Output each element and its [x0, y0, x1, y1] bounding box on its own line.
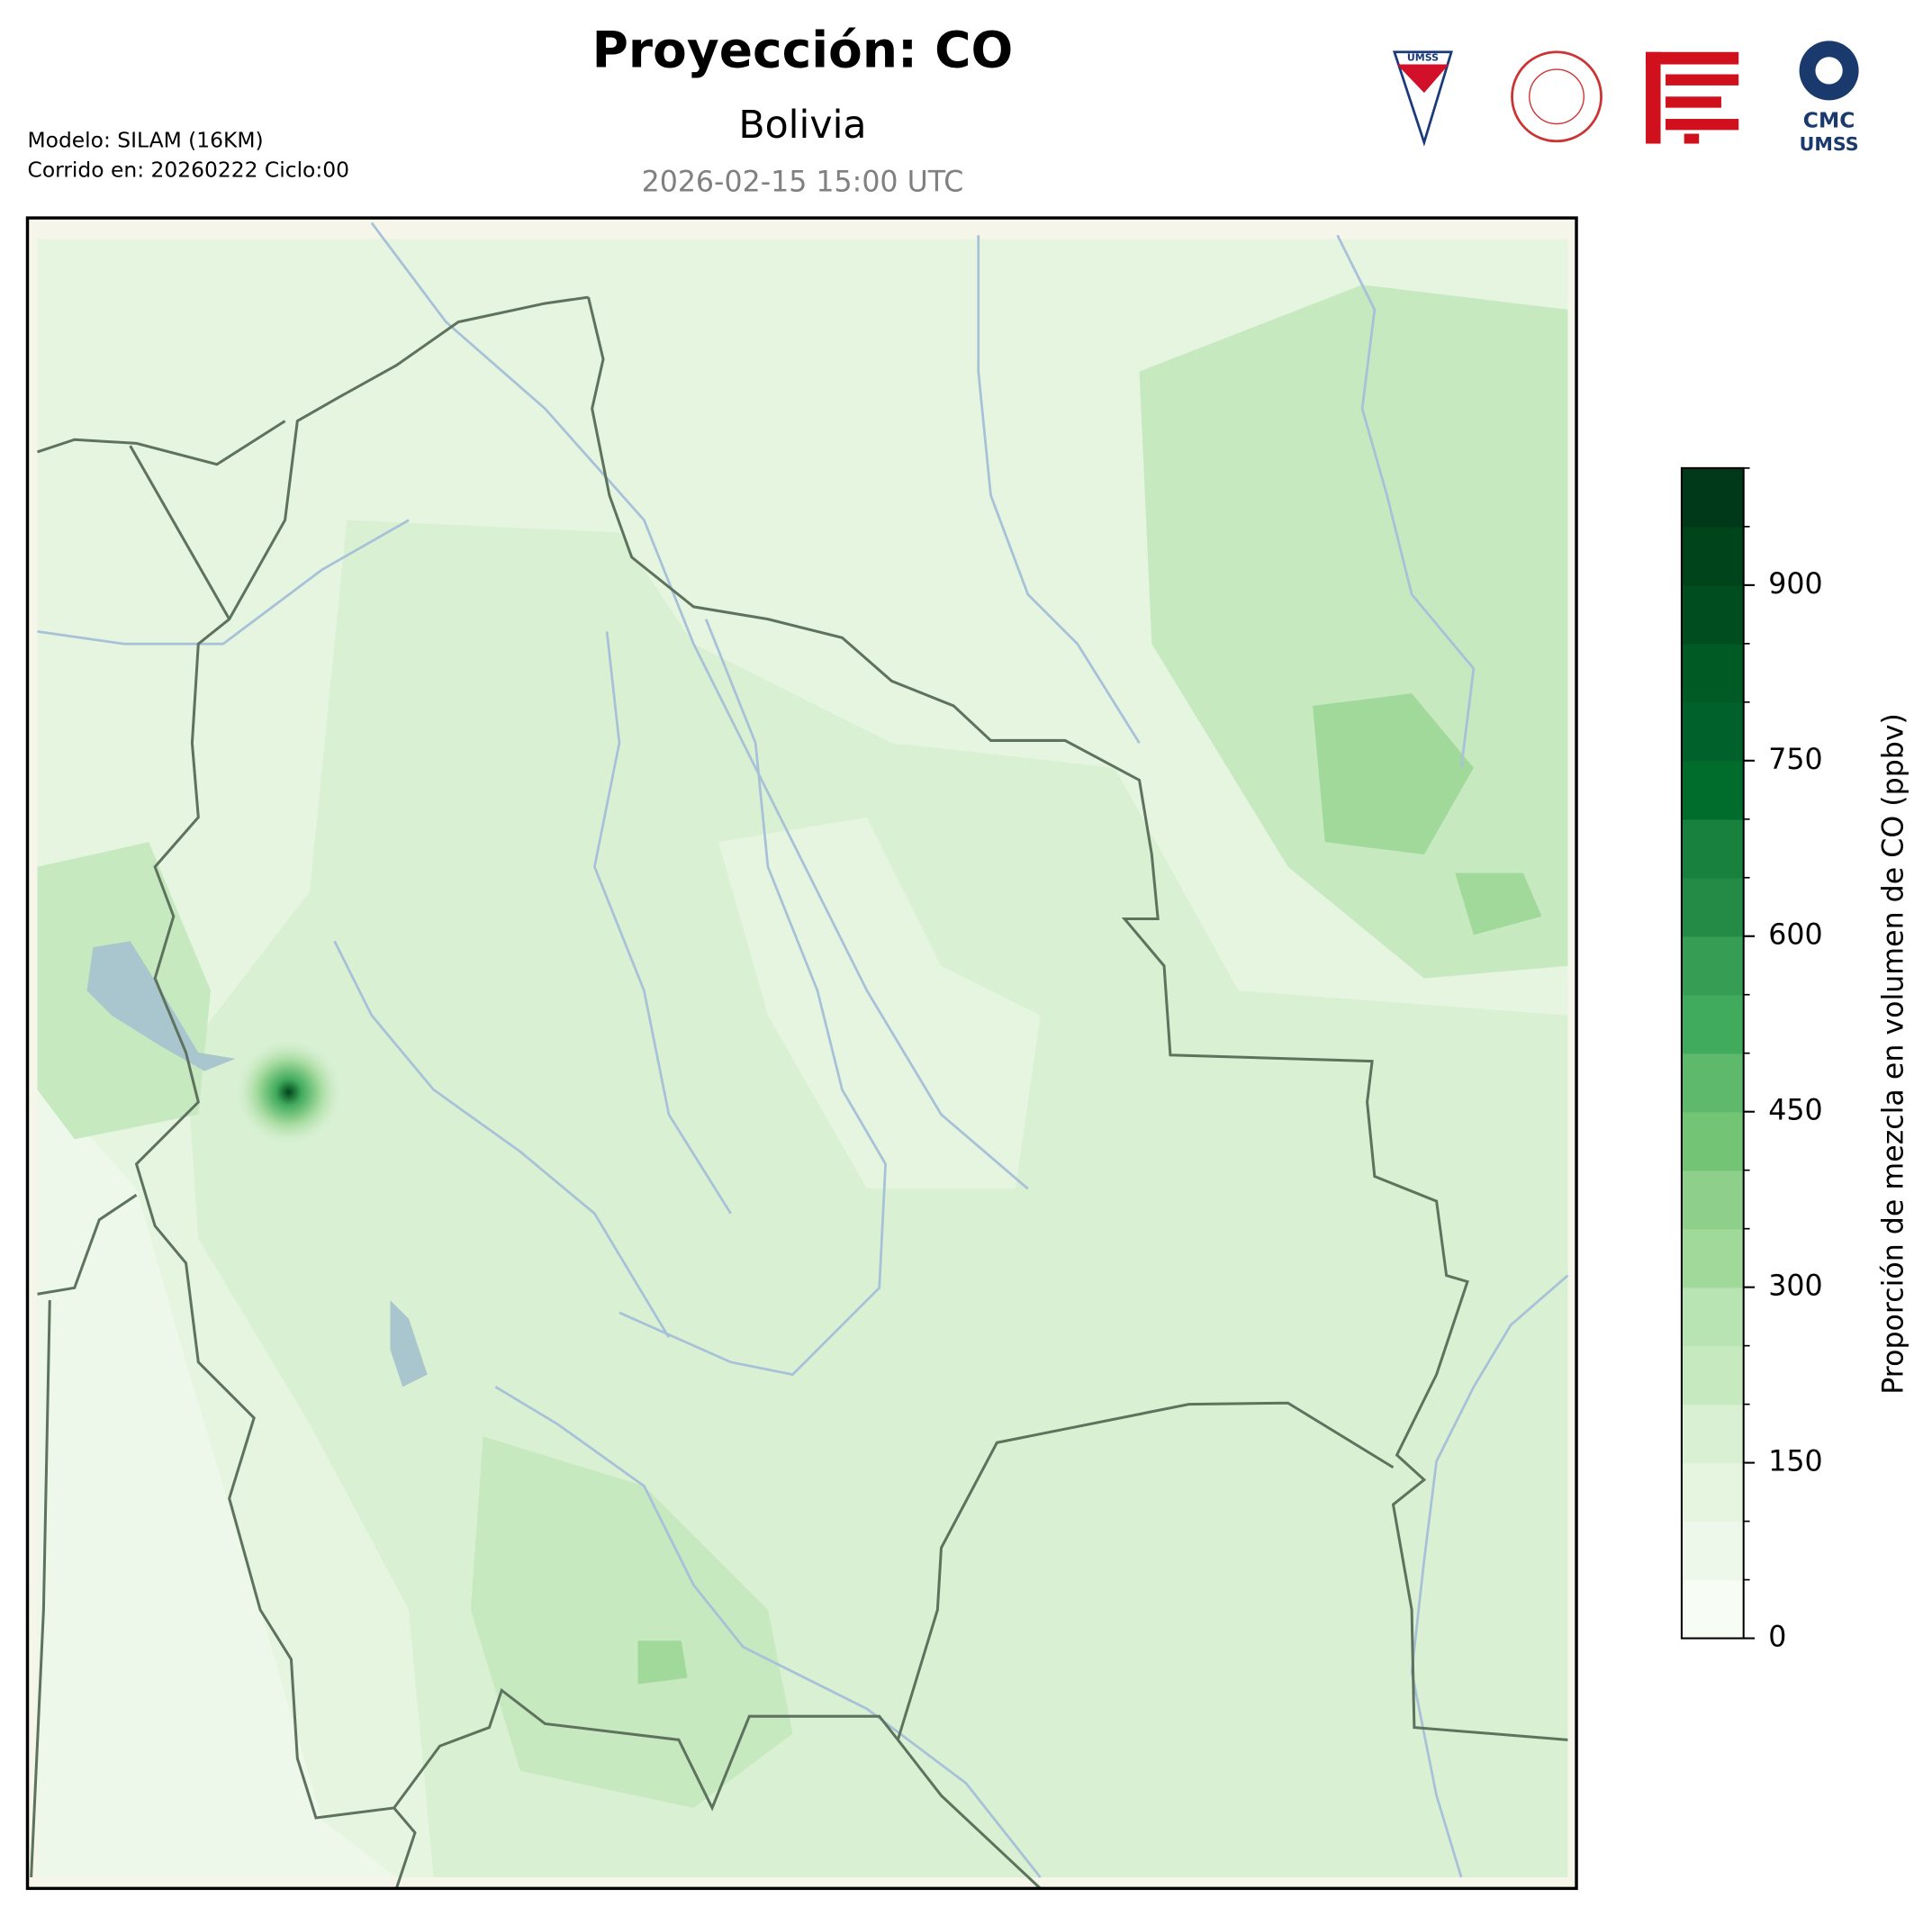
- cmc-logo-inner: [1815, 57, 1843, 85]
- fcyt-logo: [1646, 51, 1739, 144]
- colorbar-tick-label: 300: [1768, 1270, 1822, 1303]
- colorbar-band: [1681, 818, 1744, 879]
- cmc-logo-text: UMSS: [1800, 133, 1859, 155]
- valid-time: 2026-02-15 15:00 UTC: [642, 167, 964, 199]
- colorbar-band: [1681, 760, 1744, 820]
- colorbar-band: [1681, 935, 1744, 996]
- map-frame: [25, 216, 1578, 1891]
- field-valley: [718, 817, 1041, 1189]
- colorbar-tick-label: 450: [1768, 1095, 1822, 1127]
- colorbar-band: [1681, 1228, 1744, 1288]
- colorbar-band: [1681, 1287, 1744, 1347]
- colorbar-tick-label: 0: [1768, 1622, 1786, 1654]
- region: Bolivia: [738, 103, 866, 148]
- colorbar-tick-label: 900: [1768, 568, 1822, 601]
- colorbar-band: [1681, 467, 1744, 528]
- colorbar-label: Proporción de mezcla en volumen de CO (p…: [1877, 713, 1909, 1395]
- colorbar-band: [1681, 1579, 1744, 1640]
- field-ne-high: [1455, 872, 1542, 935]
- colorbar-band: [1681, 1462, 1744, 1523]
- colorbar-band: [1681, 643, 1744, 703]
- logos: UMSS CMC UMSS: [1392, 41, 1859, 155]
- colorbar-band: [1681, 701, 1744, 762]
- field-ne: [1139, 285, 1568, 979]
- colorbar: 0 150 300 450 600 750 900: [1680, 466, 1823, 1654]
- colorbar-band: [1681, 1170, 1744, 1230]
- cmc-logo-text: CMC: [1803, 107, 1855, 132]
- run-info: Corrido en: 20260222 Ciclo:00: [28, 157, 350, 182]
- umss-shield-band: [1396, 64, 1449, 94]
- colorbar-band: [1681, 584, 1744, 645]
- lake-poopo: [390, 1300, 428, 1387]
- field-south: [470, 1436, 793, 1808]
- umss-logo-text: UMSS: [1407, 52, 1439, 64]
- title: Proyección: CO: [592, 21, 1014, 78]
- colorbar-band: [1681, 1053, 1744, 1113]
- colorbar-band: [1681, 526, 1744, 586]
- colorbar-band: [1681, 1521, 1744, 1581]
- borders: [30, 295, 1568, 1889]
- physics-logo: [1511, 50, 1602, 143]
- map: [27, 218, 1577, 1889]
- colorbar-band: [1681, 1345, 1744, 1405]
- lake-titicaca: [86, 941, 236, 1071]
- colorbar-band: [1681, 994, 1744, 1054]
- colorbar-band: [1681, 1111, 1744, 1171]
- field-low: [37, 1077, 397, 1877]
- colorbar-tick-label: 600: [1768, 919, 1822, 952]
- rivers: [37, 221, 1569, 1878]
- colorbar-tick-label: 750: [1768, 744, 1822, 776]
- colorbar-tick-label: 150: [1768, 1446, 1822, 1478]
- colorbar-band: [1681, 1404, 1744, 1464]
- field-hotspot: [236, 1040, 341, 1144]
- physics-logo-inner: [1529, 68, 1584, 125]
- field-south-high: [637, 1640, 688, 1685]
- model-info: Modelo: SILAM (16KM): [28, 127, 264, 152]
- field-ne-high: [1313, 693, 1474, 854]
- colorbar-band: [1681, 877, 1744, 937]
